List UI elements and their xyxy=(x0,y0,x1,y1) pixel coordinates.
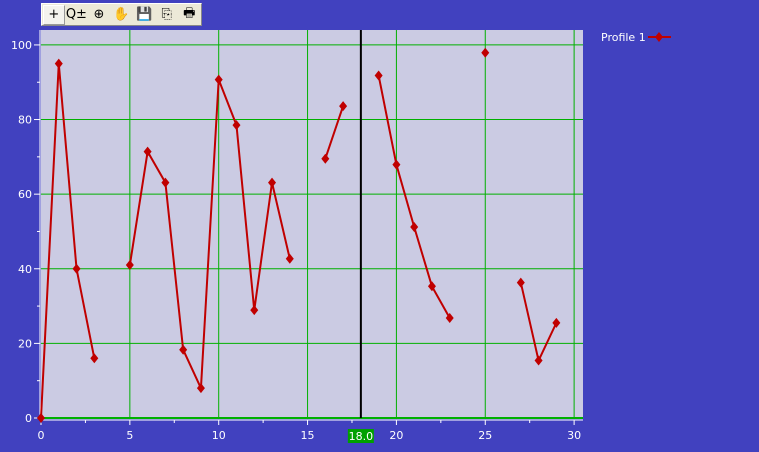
y-tick-label: 100 xyxy=(11,39,32,52)
zoom-plus-minus-button[interactable]: Q± xyxy=(66,5,88,25)
copy-button[interactable]: ⎘ xyxy=(156,5,178,25)
data-point xyxy=(196,383,205,394)
series-line xyxy=(324,105,345,160)
series-line xyxy=(40,63,96,419)
data-point xyxy=(410,221,419,232)
cursor-label-box xyxy=(347,429,374,443)
data-point xyxy=(125,260,134,271)
data-point xyxy=(445,313,454,324)
data-point xyxy=(481,47,490,58)
data-point xyxy=(72,263,81,274)
data-point xyxy=(37,413,45,423)
cursor-label: 18.0 xyxy=(349,430,374,443)
data-point xyxy=(54,58,63,69)
data-point xyxy=(427,281,436,292)
plot-area xyxy=(41,30,583,418)
data-point xyxy=(214,74,223,85)
y-tick-label: 80 xyxy=(18,114,32,127)
data-point xyxy=(534,355,543,366)
x-tick-label: 20 xyxy=(389,429,403,442)
data-point xyxy=(268,177,277,188)
series-line xyxy=(128,79,291,389)
x-tick-label: 30 xyxy=(567,429,581,442)
data-point xyxy=(516,277,525,288)
data-point xyxy=(392,159,401,170)
x-tick-label: 15 xyxy=(301,429,315,442)
legend-label: Profile 1 xyxy=(601,31,646,44)
chart-toolbar: + Q± ⊕ ✋ 💾 ⎘ 🖶 xyxy=(41,3,202,26)
data-point xyxy=(339,101,348,112)
x-tick-label: 25 xyxy=(478,429,492,442)
print-button[interactable]: 🖶 xyxy=(178,5,200,25)
y-tick-label: 0 xyxy=(25,412,32,425)
zoom-target-button[interactable]: ⊕ xyxy=(88,5,110,25)
data-point xyxy=(285,253,294,264)
data-point xyxy=(90,353,99,364)
pan-hand-button[interactable]: ✋ xyxy=(111,5,133,25)
save-icon: 💾 xyxy=(135,7,153,22)
zoom-plus-minus-icon: Q± xyxy=(65,7,87,22)
data-point xyxy=(143,146,152,157)
copy-icon: ⎘ xyxy=(161,7,172,22)
data-point xyxy=(179,344,188,355)
crosshair-button[interactable]: + xyxy=(43,4,65,25)
x-tick-label: 0 xyxy=(38,429,45,442)
data-point xyxy=(321,153,330,164)
y-tick-label: 20 xyxy=(18,337,32,350)
legend-marker xyxy=(655,32,663,42)
save-button[interactable]: 💾 xyxy=(133,5,155,25)
data-point xyxy=(161,177,170,188)
zoom-target-icon: ⊕ xyxy=(93,7,105,22)
crosshair-icon: + xyxy=(48,7,60,22)
y-tick-label: 60 xyxy=(18,188,32,201)
data-point xyxy=(374,70,383,81)
data-point xyxy=(250,305,259,316)
x-tick-label: 5 xyxy=(126,429,133,442)
x-tick-label: 10 xyxy=(212,429,226,442)
y-tick-label: 40 xyxy=(18,263,32,276)
print-icon: 🖶 xyxy=(183,5,196,21)
pan-hand-icon: ✋ xyxy=(113,7,130,22)
data-point xyxy=(232,120,241,131)
data-point xyxy=(552,317,561,328)
